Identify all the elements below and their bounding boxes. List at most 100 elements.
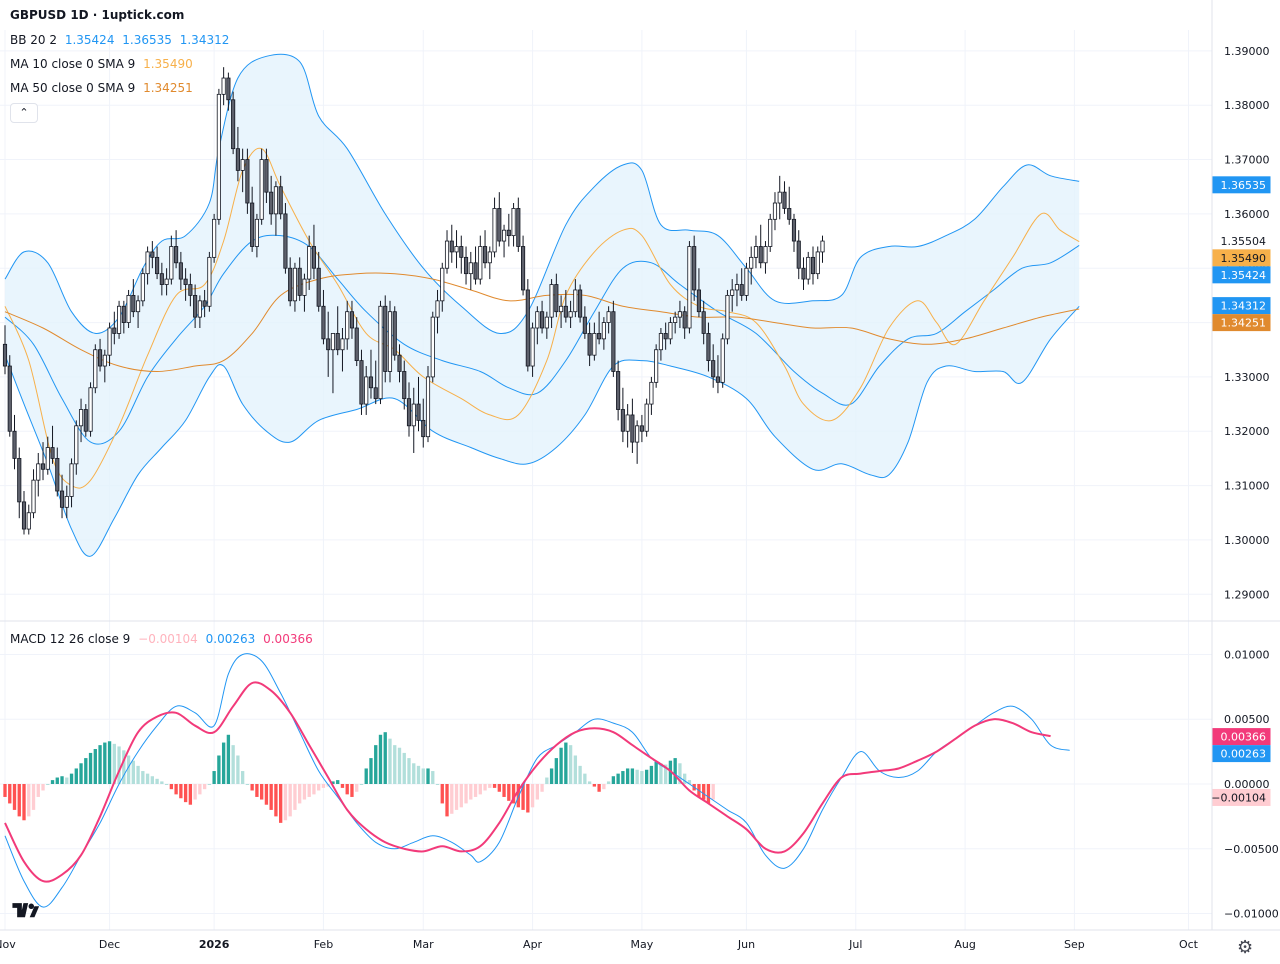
candle[interactable] <box>112 311 117 345</box>
candle[interactable] <box>616 360 621 421</box>
candle[interactable] <box>64 485 69 519</box>
candle[interactable] <box>107 322 112 367</box>
candle[interactable] <box>368 349 374 399</box>
candle[interactable] <box>221 67 226 106</box>
candle[interactable] <box>349 300 355 339</box>
candle[interactable] <box>544 311 549 339</box>
candle[interactable] <box>402 360 407 410</box>
candle[interactable] <box>597 311 602 345</box>
candle[interactable] <box>492 197 497 258</box>
candle[interactable] <box>145 246 150 285</box>
candle[interactable] <box>197 295 202 328</box>
candle[interactable] <box>449 224 454 263</box>
candle[interactable] <box>506 213 511 247</box>
candle[interactable] <box>535 306 540 345</box>
collapse-legend-button[interactable]: ⌃ <box>10 103 38 123</box>
candle[interactable] <box>311 224 317 280</box>
candle[interactable] <box>330 333 336 394</box>
candle[interactable] <box>587 322 592 367</box>
candle[interactable] <box>473 246 478 285</box>
candle[interactable] <box>749 246 754 285</box>
candle[interactable] <box>454 230 459 269</box>
ma10-legend[interactable]: MA 10 close 0 SMA 9 1.35490 <box>10 57 197 71</box>
candle[interactable] <box>578 284 583 323</box>
candle[interactable] <box>288 257 293 307</box>
candle[interactable] <box>692 235 697 301</box>
candle[interactable] <box>554 273 559 318</box>
candle[interactable] <box>806 251 811 285</box>
candle[interactable] <box>521 235 526 296</box>
candle[interactable] <box>459 235 464 274</box>
candle[interactable] <box>549 279 554 328</box>
candle[interactable] <box>26 504 31 535</box>
candle[interactable] <box>150 241 155 269</box>
candle[interactable] <box>240 148 245 193</box>
candle[interactable] <box>530 322 535 377</box>
candle[interactable] <box>226 72 231 111</box>
candle[interactable] <box>178 251 183 290</box>
candle[interactable] <box>59 474 65 519</box>
candle[interactable] <box>387 300 393 383</box>
candle[interactable] <box>174 230 179 269</box>
candle[interactable] <box>430 311 435 383</box>
candle[interactable] <box>468 251 473 290</box>
candle[interactable] <box>55 447 60 497</box>
candle[interactable] <box>88 382 93 437</box>
candle[interactable] <box>136 295 141 328</box>
candle[interactable] <box>2 325 8 375</box>
candle[interactable] <box>411 387 416 453</box>
candle[interactable] <box>169 235 174 285</box>
candle[interactable] <box>463 246 469 285</box>
candle[interactable] <box>254 213 259 258</box>
candle[interactable] <box>383 295 388 383</box>
candles[interactable] <box>2 67 825 535</box>
candle[interactable] <box>212 213 217 263</box>
candle[interactable] <box>663 322 668 350</box>
candle[interactable] <box>278 175 283 220</box>
candle[interactable] <box>345 300 350 350</box>
candle[interactable] <box>501 224 507 258</box>
candle[interactable] <box>250 186 255 252</box>
candle[interactable] <box>302 273 307 312</box>
candle[interactable] <box>354 317 359 367</box>
candle[interactable] <box>421 398 426 448</box>
candle[interactable] <box>440 262 445 312</box>
candle[interactable] <box>772 192 778 231</box>
candle[interactable] <box>763 241 768 274</box>
candle[interactable] <box>12 414 17 470</box>
candle[interactable] <box>373 360 378 405</box>
candle[interactable] <box>425 366 431 443</box>
candle[interactable] <box>259 148 264 225</box>
candle[interactable] <box>202 289 207 318</box>
candle[interactable] <box>630 398 635 453</box>
candle[interactable] <box>682 306 687 339</box>
candle[interactable] <box>50 425 55 464</box>
candle[interactable] <box>625 404 630 448</box>
candle[interactable] <box>416 376 421 432</box>
candle[interactable] <box>264 148 269 204</box>
candle[interactable] <box>573 279 578 318</box>
candle[interactable] <box>810 246 816 285</box>
candle[interactable] <box>435 289 440 334</box>
candle[interactable] <box>677 300 682 328</box>
bb-legend[interactable]: BB 20 2 1.35424 1.36535 1.34312 <box>10 33 233 47</box>
candle[interactable] <box>21 491 27 535</box>
candle[interactable] <box>273 181 278 236</box>
macd-pane[interactable] <box>3 653 1070 908</box>
candle[interactable] <box>611 300 616 377</box>
candle[interactable] <box>635 420 640 464</box>
candle[interactable] <box>744 262 749 301</box>
candle[interactable] <box>734 273 740 307</box>
candle[interactable] <box>478 235 483 285</box>
candle[interactable] <box>559 295 564 328</box>
candle[interactable] <box>74 420 79 475</box>
candle[interactable] <box>715 355 721 394</box>
candle[interactable] <box>639 414 644 443</box>
candle[interactable] <box>231 91 236 155</box>
candle[interactable] <box>644 398 649 437</box>
candle[interactable] <box>487 246 492 280</box>
candle[interactable] <box>292 262 297 312</box>
candle[interactable] <box>649 376 654 415</box>
candle[interactable] <box>140 268 145 307</box>
